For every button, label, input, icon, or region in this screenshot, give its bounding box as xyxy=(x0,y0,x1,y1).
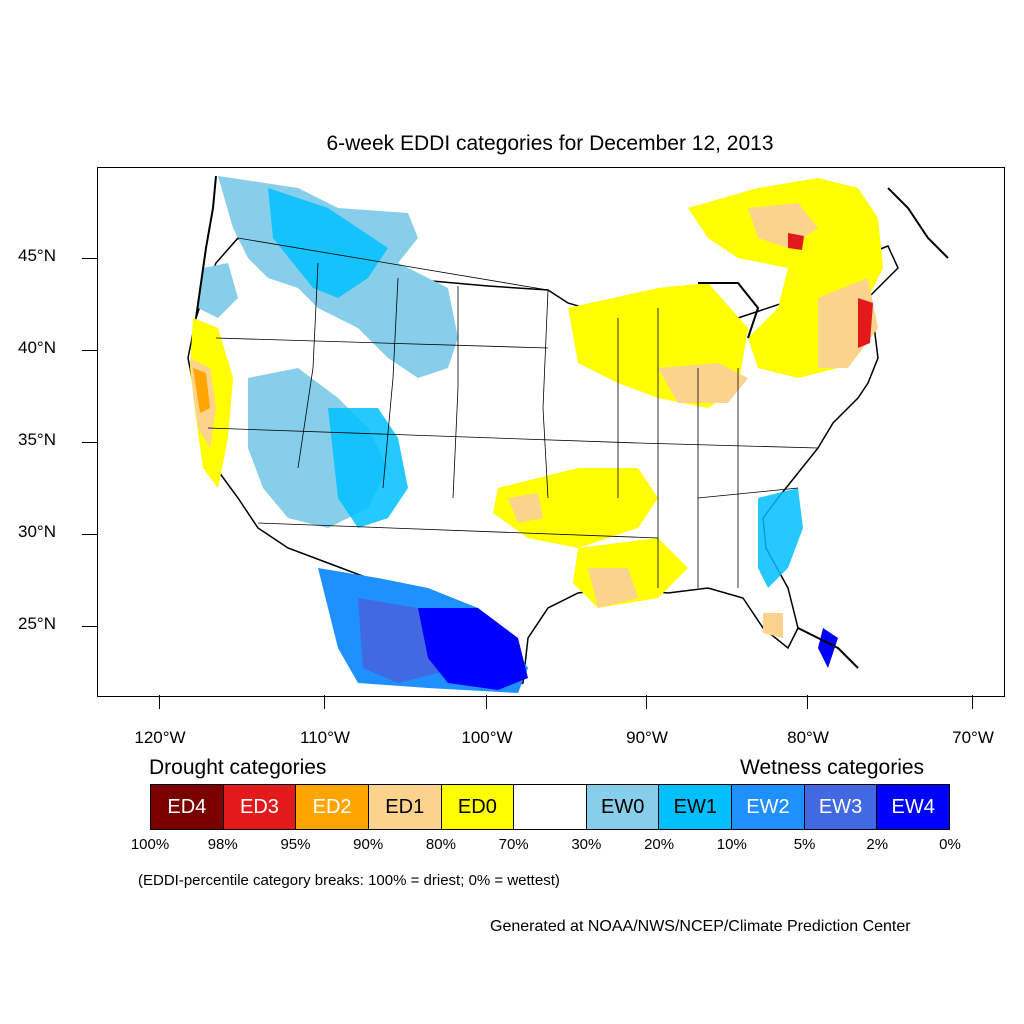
drought-region-gulf-ed1 xyxy=(588,568,638,608)
lon-label-80w: 80°W xyxy=(787,728,829,747)
lat-tick-30n xyxy=(82,534,97,535)
drought-region-south-central-ed0 xyxy=(493,468,658,548)
percent-break-label: 98% xyxy=(207,836,238,853)
drought-region-south-central-ed1 xyxy=(508,493,543,523)
percent-break-label: 100% xyxy=(130,836,170,853)
percent-break-label: 70% xyxy=(498,836,529,853)
percent-break-label: 90% xyxy=(353,836,384,853)
drought-region-florida-ed1 xyxy=(763,613,783,638)
percent-break-label: 95% xyxy=(280,836,311,853)
map-title: 6-week EDDI categories for December 12, … xyxy=(326,132,774,155)
legend-box-ed1: ED1 xyxy=(368,785,442,829)
percent-break-label: 2% xyxy=(866,836,889,853)
lat-tick-45n xyxy=(82,258,97,259)
lat-tick-40n xyxy=(82,350,97,351)
wetness-categories-heading: Wetness categories xyxy=(740,756,925,779)
drought-region-canada-ed2 xyxy=(788,233,804,250)
lon-tick-110w xyxy=(324,695,325,709)
lon-label-120w: 120°W xyxy=(134,728,186,747)
category-breaks-note: (EDDI-percentile category breaks: 100% =… xyxy=(138,872,560,889)
legend-box-ew3: EW3 xyxy=(804,785,878,829)
lat-label-30n: 30°N xyxy=(18,522,56,541)
lon-label-100w: 100°W xyxy=(461,728,513,747)
lat-label-35n: 35°N xyxy=(18,430,56,449)
credit-line: Generated at NOAA/NWS/NCEP/Climate Predi… xyxy=(490,918,911,935)
legend-box-ed4: ED4 xyxy=(151,785,224,829)
drought-region-california-ed2 xyxy=(193,368,210,413)
lat-label-45n: 45°N xyxy=(18,246,56,265)
percent-break-label: 10% xyxy=(716,836,747,853)
lon-tick-100w xyxy=(486,695,487,709)
percent-break-label: 80% xyxy=(425,836,456,853)
legend-box-neutral xyxy=(514,785,587,829)
legend-box-ed2: ED2 xyxy=(296,785,369,829)
drought-region-new-england-ed3 xyxy=(858,298,873,348)
drought-region-michigan-ed1 xyxy=(658,363,748,403)
eddi-map xyxy=(97,167,1005,697)
wetness-region-pacific-nw xyxy=(198,263,238,318)
percent-break-label: 30% xyxy=(571,836,602,853)
lat-tick-25n xyxy=(82,626,97,627)
lon-label-110w: 110°W xyxy=(300,728,350,747)
lon-tick-120w xyxy=(159,695,160,709)
lat-label-25n: 25°N xyxy=(18,614,56,633)
lon-tick-90w xyxy=(646,695,647,709)
wetness-region-florida-ew4 xyxy=(818,628,838,668)
percent-break-label: 5% xyxy=(793,836,816,853)
legend-box-ed3: ED3 xyxy=(223,785,297,829)
state-boundaries xyxy=(207,237,819,588)
legend-box-ew1: EW1 xyxy=(659,785,733,829)
lat-tick-35n xyxy=(82,442,97,443)
lat-label-40n: 40°N xyxy=(18,338,56,357)
lon-label-90w: 90°W xyxy=(626,728,668,747)
wetness-region-texas-ew4 xyxy=(418,608,528,690)
lon-tick-80w xyxy=(807,695,808,709)
legend-box-ew4: EW4 xyxy=(877,785,950,829)
legend-box-ew2: EW2 xyxy=(732,785,805,829)
percent-break-label: 20% xyxy=(644,836,675,853)
drought-categories-heading: Drought categories xyxy=(149,756,327,779)
legend-box-ed0: ED0 xyxy=(441,785,515,829)
wetness-region-southwest-ew1 xyxy=(328,408,408,528)
wetness-region-southeast-coast xyxy=(758,488,803,588)
wetness-region-montana-ew1 xyxy=(268,188,388,298)
category-legend: ED4 ED3 ED2 ED1 ED0 EW0 EW1 EW2 EW3 EW4 xyxy=(150,784,950,830)
legend-box-ew0: EW0 xyxy=(586,785,660,829)
lon-tick-70w xyxy=(972,695,973,709)
coastlines xyxy=(195,175,949,669)
percent-break-label: 0% xyxy=(939,836,961,853)
lon-label-70w: 70°W xyxy=(952,728,994,747)
